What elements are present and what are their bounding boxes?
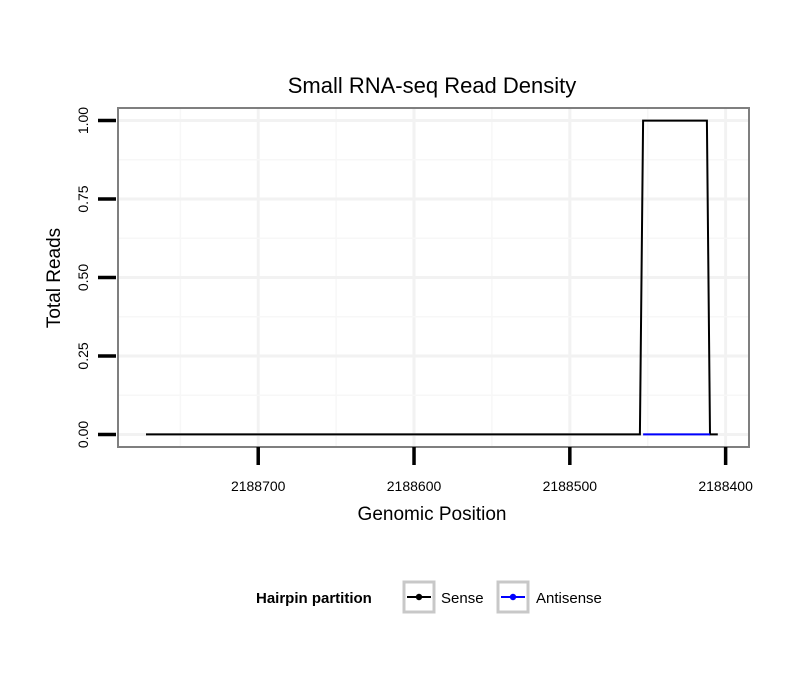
y-axis-title: Total Reads: [44, 228, 65, 328]
legend: Hairpin partition Sense Antisense: [256, 580, 602, 614]
x-axis: 2188700 2188600 2188500 2188400: [231, 447, 753, 494]
y-tick-label: 1.00: [75, 107, 91, 134]
y-tick-label: 0.25: [75, 342, 91, 369]
chart-title: Small RNA-seq Read Density: [288, 73, 577, 98]
legend-label-sense: Sense: [441, 590, 484, 607]
x-tick-label: 2188700: [231, 478, 286, 494]
plot-panel: [117, 107, 750, 448]
legend-item-sense: Sense: [402, 580, 484, 614]
x-axis-title: Genomic Position: [358, 504, 507, 525]
y-tick-label: 0.00: [75, 421, 91, 448]
gridlines: [118, 108, 749, 447]
legend-title: Hairpin partition: [256, 590, 372, 607]
series-layer: [146, 119, 718, 436]
legend-dot-antisense: [509, 593, 517, 601]
series-line-sense: [146, 119, 718, 436]
y-axis: 0.00 0.25 0.50 0.75 1.00: [75, 107, 116, 448]
legend-item-antisense: Antisense: [496, 580, 602, 614]
x-tick-label: 2188600: [387, 478, 442, 494]
plot-border: [117, 107, 750, 448]
y-tick-label: 0.75: [75, 185, 91, 212]
legend-dot-sense: [415, 593, 423, 601]
legend-label-antisense: Antisense: [536, 590, 602, 607]
y-tick-label: 0.50: [75, 264, 91, 291]
x-tick-label: 2188500: [543, 478, 598, 494]
x-tick-label: 2188400: [698, 478, 753, 494]
